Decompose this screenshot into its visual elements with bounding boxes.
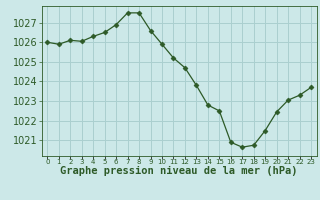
X-axis label: Graphe pression niveau de la mer (hPa): Graphe pression niveau de la mer (hPa)	[60, 166, 298, 176]
